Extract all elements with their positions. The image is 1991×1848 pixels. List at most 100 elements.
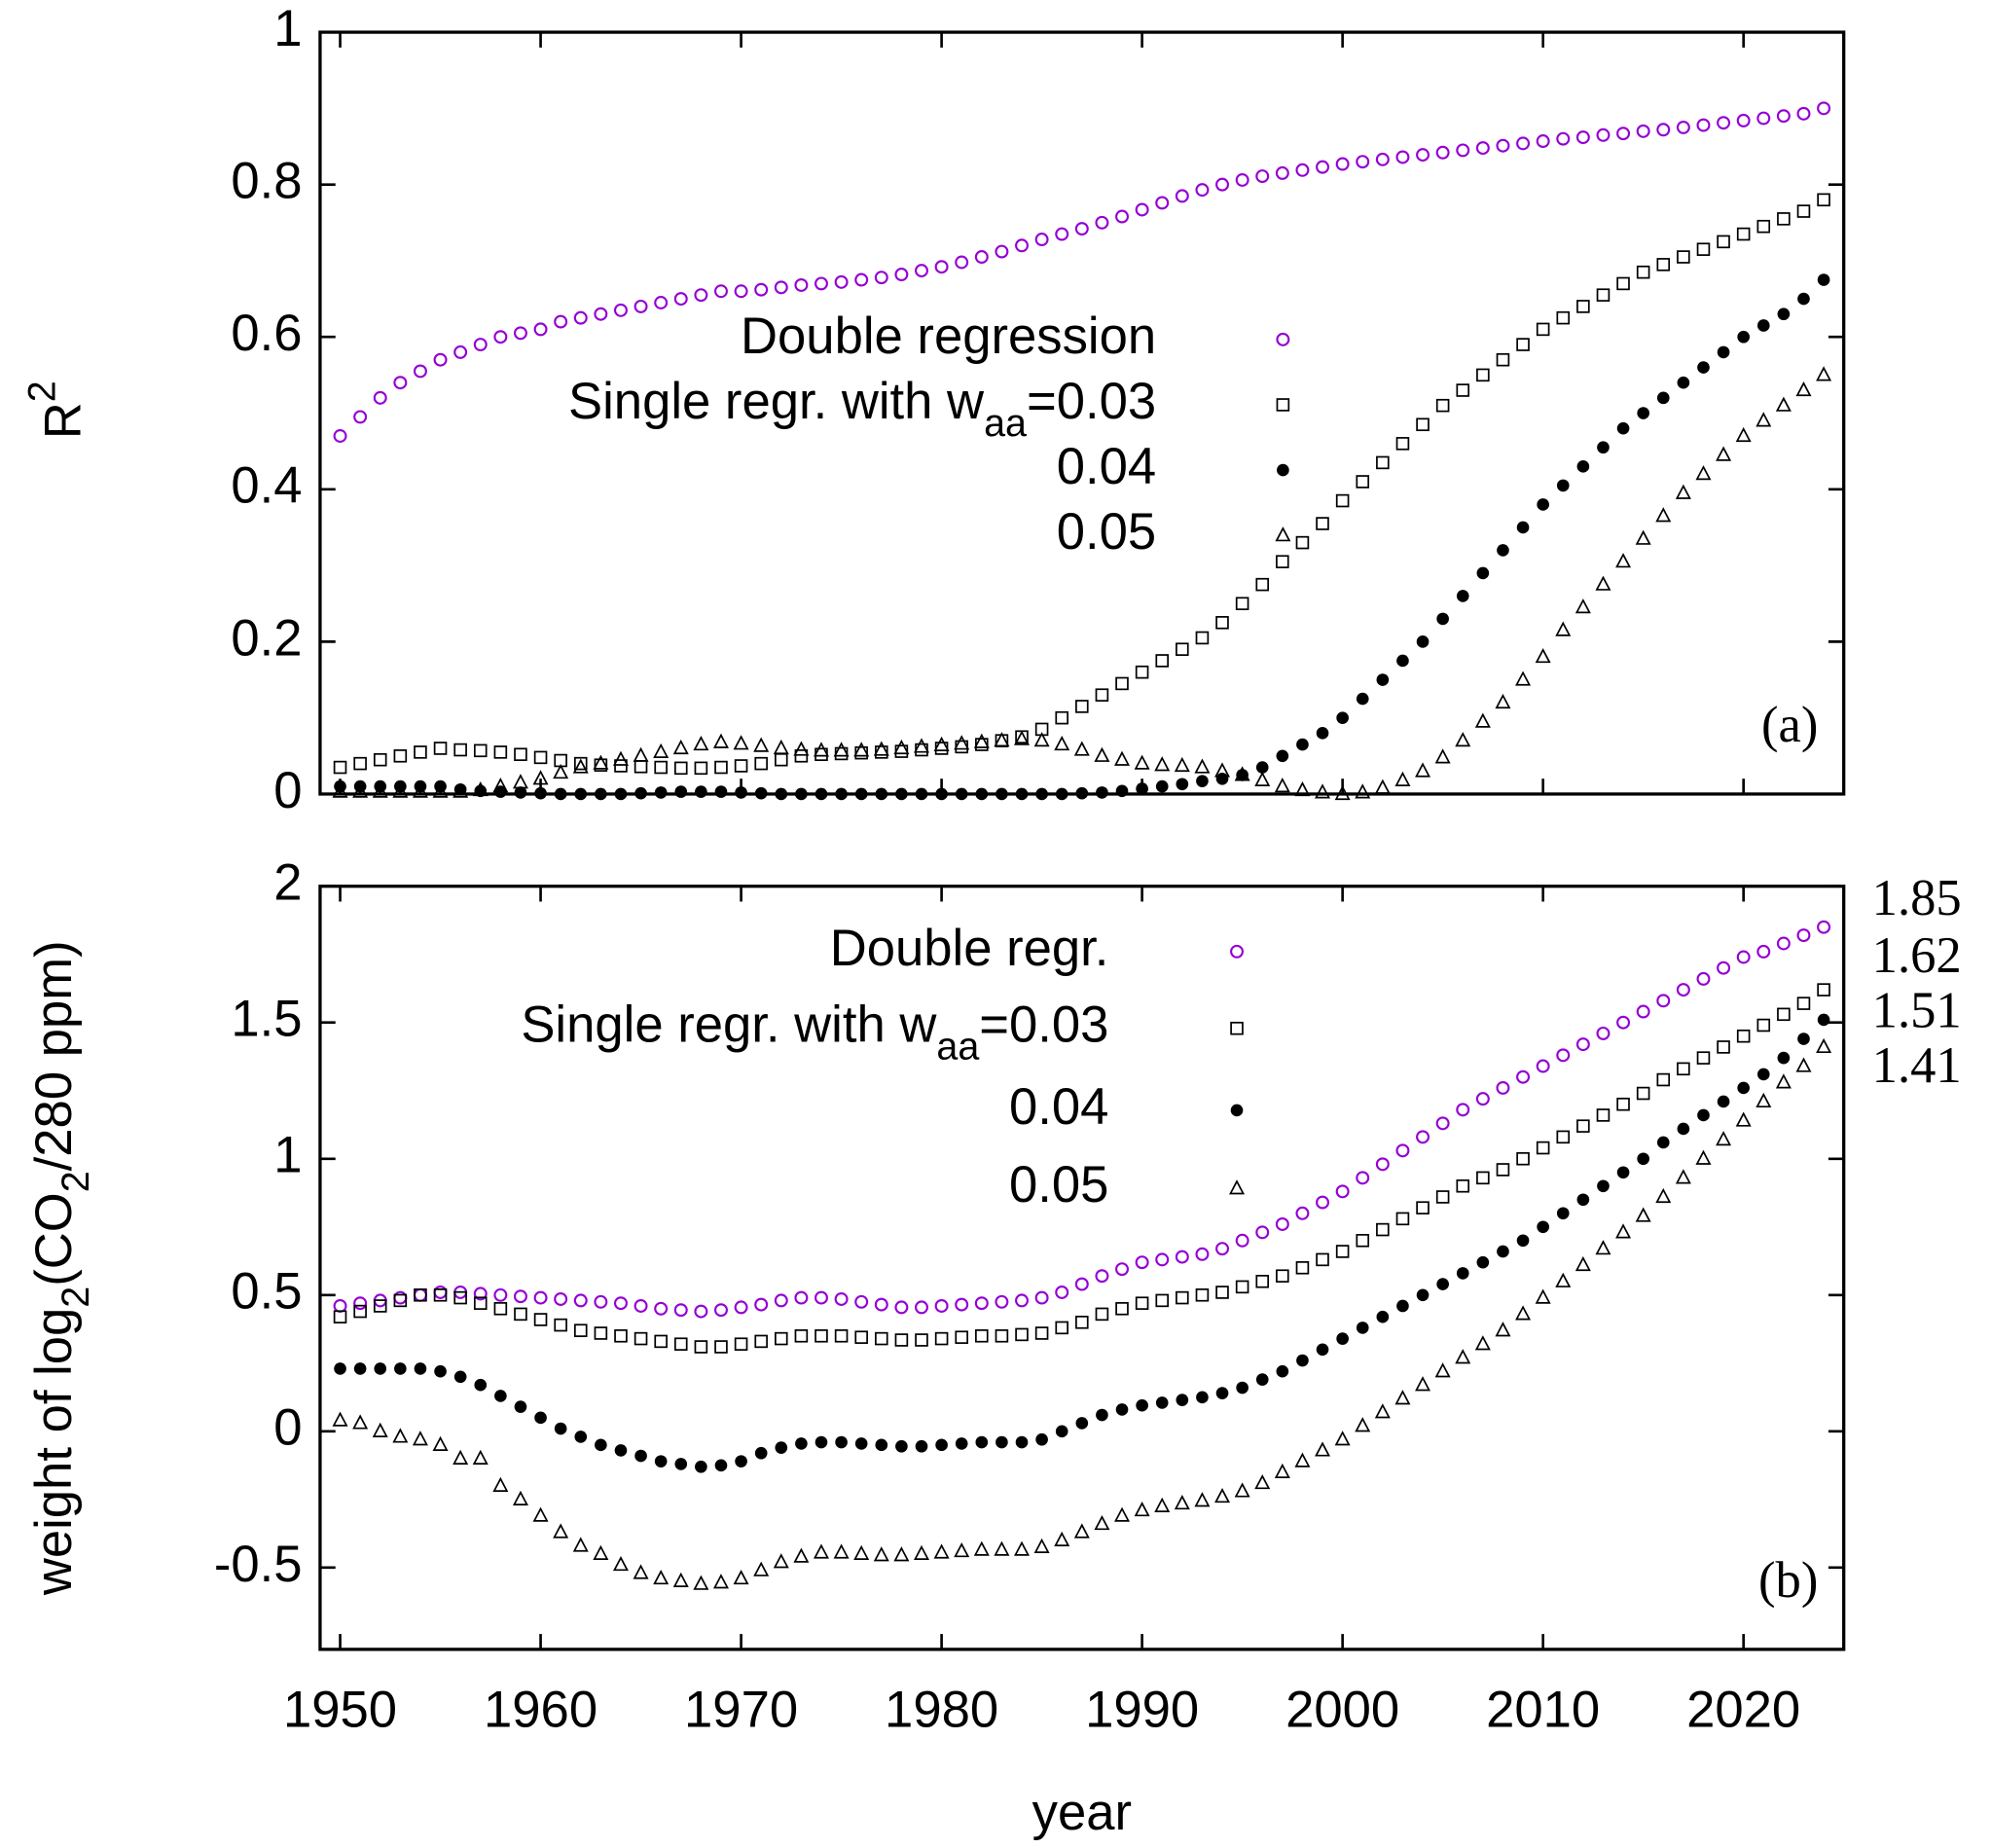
marker-circle [1295,1206,1310,1220]
marker-circle [915,1300,928,1315]
marker-dot [1336,1332,1349,1345]
marker-dot [1296,738,1309,751]
marker-triangle [1229,1179,1246,1195]
marker-circle [1316,160,1330,174]
marker-triangle [1294,1452,1311,1468]
marker-triangle [1415,1376,1431,1392]
marker-square [1777,212,1791,226]
marker-triangle [633,1564,649,1579]
marker-dot [935,787,948,801]
marker-circle [1135,202,1149,217]
marker-circle [854,272,869,287]
marker-square [1034,1326,1049,1340]
marker-triangle [1214,1487,1231,1504]
marker-square [1356,1233,1370,1248]
marker-dot [1096,786,1108,799]
marker-circle [1155,1252,1170,1267]
marker-square [1456,1178,1470,1193]
marker-triangle [1434,1362,1451,1378]
marker-triangle [653,1569,670,1585]
marker-circle [754,282,769,297]
marker-triangle [1054,1531,1070,1546]
marker-dot [514,786,527,799]
marker-circle [834,1292,849,1306]
marker-square [573,756,588,771]
marker-dot [895,1439,908,1453]
marker-dot [1656,1136,1670,1149]
marker-dot [1456,1267,1469,1280]
marker-dot [1196,775,1209,787]
y-tick-label: 0.5 [231,1263,302,1321]
y-tick-label: 0.6 [231,305,302,362]
marker-dot [1277,463,1289,477]
marker-triangle [1555,1272,1572,1287]
marker-triangle [1194,758,1211,774]
marker-dot [1356,692,1369,706]
marker-circle [1375,1157,1390,1172]
marker-square [775,752,788,767]
marker-circle [1575,1037,1590,1052]
marker-dot [554,1422,567,1435]
text-segment: 0.04 [1057,438,1156,495]
marker-square [814,1329,828,1343]
x-axis-label: year [1032,1784,1132,1841]
marker-circle [1074,222,1089,236]
marker-circle [573,1293,588,1308]
marker-circle [413,364,427,379]
legend-label: Single regr. with waa=0.03 [568,373,1156,446]
marker-triangle [1716,1131,1732,1146]
marker-square [1395,1212,1410,1226]
marker-circle [1195,183,1210,198]
marker-dot [1717,345,1730,359]
marker-square [1456,383,1470,397]
marker-square [1756,219,1771,234]
marker-circle [1475,1092,1490,1106]
marker-dot [1537,498,1549,511]
marker-dot [334,1362,346,1375]
marker-triangle [1756,412,1772,427]
marker-circle [1717,116,1731,130]
marker-triangle [572,758,589,774]
marker-square [654,1334,668,1349]
marker-circle [1596,1026,1611,1040]
marker-square [1636,265,1650,279]
marker-circle [734,284,748,299]
marker-triangle [933,736,950,751]
marker-square [1576,300,1590,313]
marker-triangle [593,1544,609,1560]
marker-square [1356,475,1370,489]
marker-triangle [412,1431,428,1446]
marker-circle [1776,936,1791,951]
marker-triangle [813,1543,829,1559]
text-segment: weight of log [25,1308,83,1596]
marker-triangle [452,782,469,798]
y-tick-label: 0.2 [231,609,302,667]
marker-square [1476,368,1490,382]
marker-square [1095,688,1109,702]
marker-dot [714,1459,728,1472]
marker-dot [1516,521,1530,534]
marker-circle [1095,215,1109,230]
marker-square [1817,983,1830,996]
marker-triangle [553,1523,569,1539]
marker-dot [1236,769,1249,781]
marker-square [1316,517,1329,530]
marker-dot [614,787,628,801]
marker-triangle [1033,1538,1050,1553]
marker-triangle [773,1553,789,1569]
marker-square [1255,1275,1270,1288]
marker-triangle [1595,575,1611,591]
marker-square [1696,1051,1711,1065]
marker-circle [974,250,989,264]
marker-triangle [1334,1431,1351,1446]
marker-square [414,1288,427,1302]
marker-dot [554,787,567,801]
x-tick-label: 2020 [1686,1682,1800,1739]
marker-dot [814,787,828,801]
y-tick-label: 2 [273,854,302,912]
marker-square [594,758,608,772]
marker-triangle [1495,693,1511,709]
marker-dot [996,1435,1008,1449]
text-segment: =0.03 [979,996,1108,1054]
marker-square [1435,1190,1450,1204]
